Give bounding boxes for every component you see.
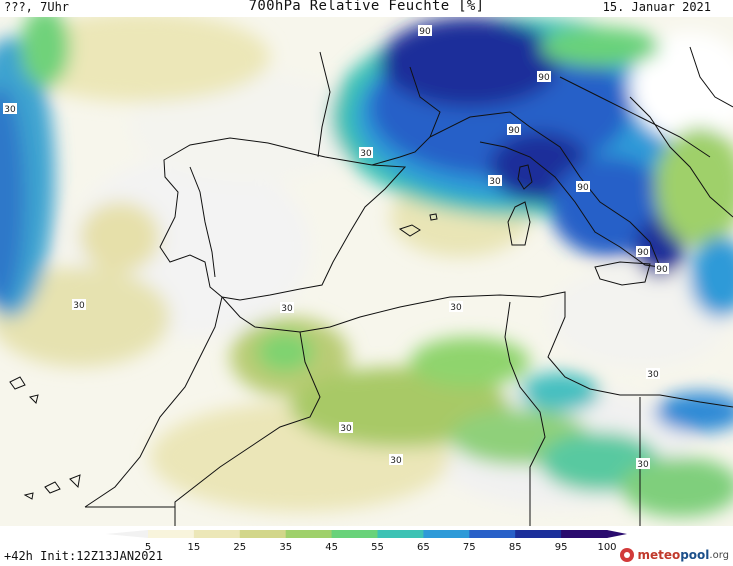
contour-label: 90 <box>507 124 521 136</box>
colorbar-swatch <box>239 530 287 538</box>
colorbar-swatch <box>148 530 195 538</box>
colorbar-tick-label: 85 <box>509 542 522 550</box>
brand-part-meteo: meteo <box>637 548 681 562</box>
colorbar-swatch <box>423 530 470 538</box>
contour-label: 30 <box>339 422 353 434</box>
colorbar-tick-label: 75 <box>463 542 476 550</box>
brand-part-org: .org <box>709 549 729 561</box>
coastlines <box>9 46 733 526</box>
svg-text:30: 30 <box>390 456 402 466</box>
contour-label: 90 <box>537 71 551 83</box>
contour-label: 30 <box>3 103 17 115</box>
colorbar-swatch <box>515 530 562 538</box>
colorbar-legend: 5 15 25 35 45 55 65 75 85 95 100 <box>106 530 627 550</box>
humidity-field <box>0 17 733 517</box>
colorbar-swatch <box>561 530 608 538</box>
svg-text:30: 30 <box>4 105 16 115</box>
contour-label: 30 <box>359 147 373 159</box>
contour-label: 30 <box>389 454 403 466</box>
svg-text:90: 90 <box>637 248 649 258</box>
svg-text:90: 90 <box>508 126 520 136</box>
contour-label: 90 <box>418 25 432 37</box>
colorbar-tick-label: 95 <box>555 542 568 550</box>
brand-part-pool: pool <box>680 548 710 562</box>
svg-text:30: 30 <box>73 301 85 311</box>
colorbar-tick-label: 65 <box>417 542 430 550</box>
contour-label: 90 <box>636 246 650 258</box>
svg-text:30: 30 <box>340 424 352 434</box>
map-footer: 5 15 25 35 45 55 65 75 85 95 100 +42h Init:12Z13JA… <box>0 526 733 566</box>
run-info-label: +42h Init:12Z13JAN2021 <box>4 549 163 563</box>
svg-text:30: 30 <box>647 370 659 380</box>
forecast-date: 15. Januar 2021 <box>602 0 711 14</box>
svg-text:30: 30 <box>637 460 649 470</box>
meteopool-logo-icon <box>620 548 635 562</box>
contour-label: 30 <box>280 302 294 314</box>
svg-text:90: 90 <box>577 183 589 193</box>
contour-label: 30 <box>488 175 502 187</box>
map-title: 700hPa Relative Feuchte [%] <box>248 0 485 14</box>
colorbar-swatches <box>106 530 627 538</box>
colorbar-tick-label: 100 <box>597 542 616 550</box>
svg-text:90: 90 <box>656 265 668 275</box>
contour-label: 30 <box>646 368 660 380</box>
svg-text:30: 30 <box>360 149 372 159</box>
colorbar-swatch <box>377 530 424 538</box>
colorbar-swatch <box>469 530 516 538</box>
colorbar-arrow-low <box>106 530 148 538</box>
svg-text:90: 90 <box>538 73 550 83</box>
colorbar-tick-label: 45 <box>325 542 338 550</box>
colorbar-swatch <box>193 530 241 538</box>
colorbar-arrow-high <box>607 530 627 538</box>
colorbar-tick-label: 15 <box>188 542 201 550</box>
contour-label: 90 <box>576 181 590 193</box>
colorbar-ticks: 5 15 25 35 45 55 65 75 85 95 100 <box>145 542 617 550</box>
colorbar-tick-label: 35 <box>279 542 292 550</box>
colorbar-swatch <box>331 530 378 538</box>
contour-label: 30 <box>636 458 650 470</box>
svg-text:30: 30 <box>281 304 293 314</box>
meteopool-logo[interactable]: meteo pool .org <box>620 546 729 564</box>
colorbar-tick-label: 5 <box>145 542 151 550</box>
svg-text:30: 30 <box>489 177 501 187</box>
contour-label: 90 <box>655 263 669 275</box>
svg-text:30: 30 <box>450 303 462 313</box>
colorbar-tick-label: 25 <box>233 542 246 550</box>
colorbar-swatch <box>285 530 333 538</box>
contour-label: 30 <box>449 301 463 313</box>
contour-label: 30 <box>72 299 86 311</box>
humidity-map: 90 90 90 90 90 90 30 30 30 30 30 30 30 3… <box>0 17 733 526</box>
svg-text:90: 90 <box>419 27 431 37</box>
colorbar-tick-label: 55 <box>371 542 384 550</box>
location-time-label: ???, 7Uhr <box>4 0 70 14</box>
contour-labels: 90 90 90 90 90 90 30 30 30 30 30 30 30 3… <box>3 25 669 470</box>
